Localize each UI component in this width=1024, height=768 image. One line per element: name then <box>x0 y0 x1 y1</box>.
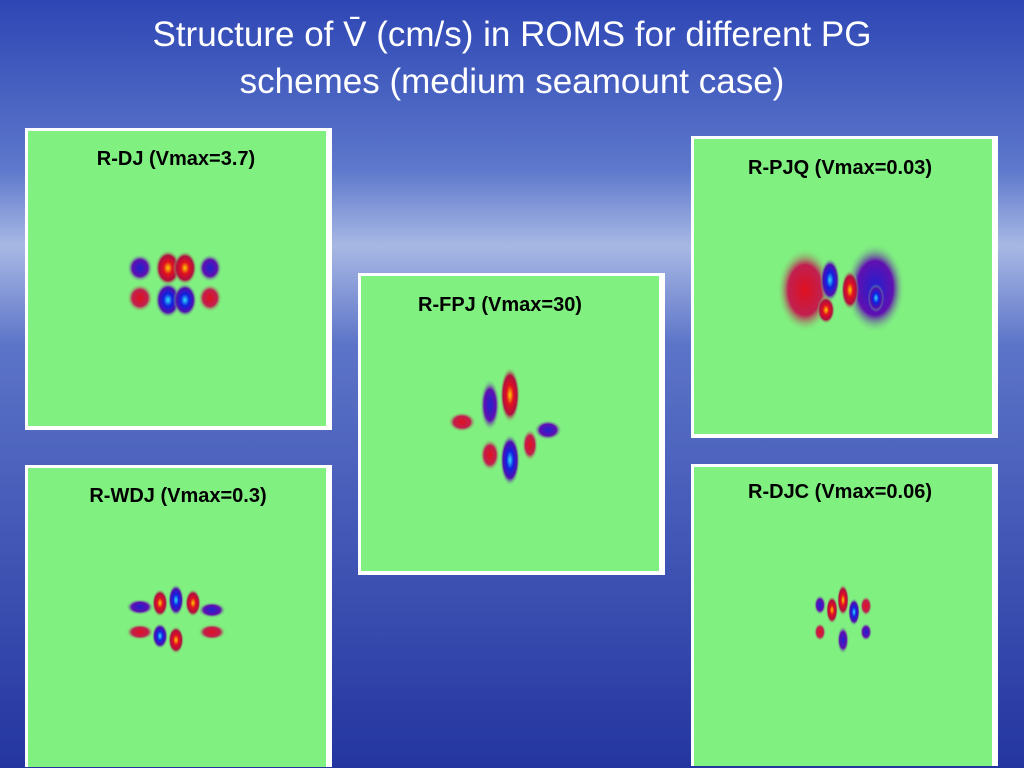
panel: R-DJ (Vmax=3.7) <box>25 128 332 430</box>
field-blob <box>500 367 520 423</box>
panel: R-WDJ (Vmax=0.3) <box>25 465 332 767</box>
field-blob <box>480 439 500 471</box>
field-blob <box>837 626 849 654</box>
field-blob <box>185 589 201 617</box>
field-blob <box>152 623 168 649</box>
field-blob <box>814 623 826 641</box>
field-blob <box>198 254 222 282</box>
panel-label: R-WDJ (Vmax=0.3) <box>89 485 266 507</box>
field-blob <box>848 598 860 626</box>
panel-plot <box>694 467 992 766</box>
field-blob <box>480 379 500 431</box>
title-line: Structure of V̄ (cm/s) in ROMS for diffe… <box>152 15 871 54</box>
field-blob <box>173 283 197 317</box>
field-blob <box>817 296 835 324</box>
field-blob <box>127 254 153 282</box>
field-blob <box>522 429 538 461</box>
field-blob <box>168 584 184 616</box>
panel-label: R-DJC (Vmax=0.06) <box>748 481 932 503</box>
field-blob <box>860 623 872 641</box>
field-blob <box>841 270 859 310</box>
field-blob <box>868 284 884 312</box>
panel-plot <box>361 276 659 571</box>
panel: R-DJC (Vmax=0.06) <box>691 464 998 766</box>
field-blob <box>126 599 154 615</box>
field-blob <box>820 258 840 302</box>
field-blob <box>173 251 197 285</box>
field-blob <box>198 602 226 618</box>
field-blob <box>168 626 184 654</box>
field-blob <box>837 584 849 616</box>
field-blob <box>534 420 562 440</box>
panel: R-FPJ (Vmax=30) <box>358 273 665 575</box>
field-blob <box>198 284 222 312</box>
field-blob <box>155 250 181 286</box>
field-blob <box>826 596 838 624</box>
field-blob <box>126 624 154 640</box>
panel-label: R-PJQ (Vmax=0.03) <box>748 157 932 179</box>
panel-label: R-DJ (Vmax=3.7) <box>97 148 255 170</box>
field-blob <box>127 284 153 312</box>
field-blob <box>500 434 520 486</box>
panel-label: R-FPJ (Vmax=30) <box>418 294 582 316</box>
field-blob <box>860 596 872 616</box>
field-blob <box>448 412 476 432</box>
field-blob <box>152 589 168 617</box>
field-blob <box>155 282 181 318</box>
title-line: schemes (medium seamount case) <box>240 62 785 101</box>
panel-plot <box>28 468 326 767</box>
panel: R-PJQ (Vmax=0.03) <box>691 136 998 438</box>
field-blob <box>198 624 226 640</box>
field-blob <box>814 595 826 615</box>
